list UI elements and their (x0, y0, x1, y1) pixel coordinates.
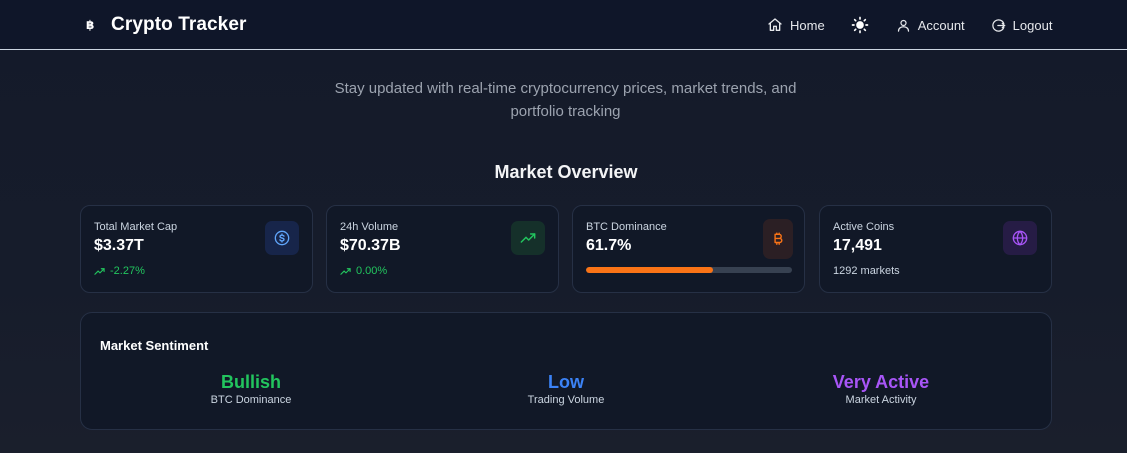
sentiment-label: Trading Volume (527, 394, 605, 406)
card-label: 24h Volume (340, 221, 399, 233)
bitcoin-logo-icon: ฿ (86, 18, 95, 32)
progress-fill (586, 267, 714, 273)
nav-home-link[interactable]: Home (767, 17, 825, 33)
sentiment-value: Bullish (220, 372, 281, 392)
card-value: 17,491 (833, 237, 882, 254)
card-icon-badge (511, 221, 545, 255)
trend-up-icon (94, 267, 105, 275)
sentiment-item-market-activity: Very Active Market Activity (756, 371, 1006, 406)
nav-logout-link[interactable]: Logout (991, 17, 1053, 33)
trending-up-icon (520, 233, 536, 243)
active-coins-card: Active Coins 17,491 1292 markets (819, 205, 1052, 293)
nav-account-label: Account (917, 17, 965, 33)
dollar-circle-icon (274, 230, 290, 246)
globe-icon (1012, 230, 1028, 246)
card-value: 61.7% (586, 237, 632, 254)
sentiment-label: Market Activity (845, 394, 917, 406)
sentiment-label: BTC Dominance (210, 394, 292, 406)
market-overview-title: Market Overview (494, 162, 638, 182)
brand[interactable]: ฿ Crypto Tracker (86, 0, 247, 50)
card-label: BTC Dominance (586, 221, 667, 233)
sentiment-title: Market Sentiment (100, 338, 209, 353)
trend-up-icon (340, 267, 351, 275)
bitcoin-icon (774, 232, 783, 245)
volume-24h-card: 24h Volume $70.37B 0.00% (326, 205, 559, 293)
card-value: $3.37T (94, 237, 144, 254)
nav-logout-label: Logout (1012, 17, 1053, 33)
sentiment-item-trading-volume: Low Trading Volume (441, 371, 691, 406)
nav-home-label: Home (790, 17, 825, 33)
card-change: 0.00% (340, 265, 387, 277)
tagline-line-2: portfolio tracking (510, 103, 621, 120)
nav-account-link[interactable]: Account (896, 18, 965, 33)
logout-icon (991, 18, 1006, 32)
card-icon-badge (763, 219, 793, 259)
sentiment-value: Very Active (832, 372, 930, 392)
btc-dominance-progress (586, 267, 792, 273)
nav-links: Home Account Logout (767, 0, 1052, 50)
app-title: Crypto Tracker (111, 14, 247, 35)
card-icon-badge (1003, 221, 1037, 255)
btc-dominance-card: BTC Dominance 61.7% (572, 205, 805, 293)
card-change-value: -2.27% (110, 265, 145, 277)
sentiment-item-btc-dominance: Bullish BTC Dominance (126, 371, 376, 406)
market-sentiment-panel: Market Sentiment Bullish BTC Dominance L… (80, 312, 1052, 430)
theme-toggle-button[interactable] (851, 16, 869, 34)
sun-icon (851, 16, 869, 34)
sentiment-value: Low (548, 372, 584, 392)
home-icon (768, 18, 782, 31)
top-navbar: ฿ Crypto Tracker Home Account Logout (0, 0, 1127, 50)
card-markets-count: 1292 markets (833, 265, 900, 277)
tagline-line-1: Stay updated with real-time cryptocurren… (334, 80, 797, 97)
card-icon-badge (265, 221, 299, 255)
card-label: Active Coins (833, 221, 895, 233)
card-value: $70.37B (340, 237, 401, 254)
card-label: Total Market Cap (94, 221, 178, 233)
card-change: -2.27% (94, 265, 145, 277)
user-icon (897, 19, 909, 32)
hero-tagline: Stay updated with real-time cryptocurren… (0, 77, 1127, 123)
card-change-value: 0.00% (356, 265, 388, 277)
total-market-cap-card: Total Market Cap $3.37T -2.27% (80, 205, 313, 293)
